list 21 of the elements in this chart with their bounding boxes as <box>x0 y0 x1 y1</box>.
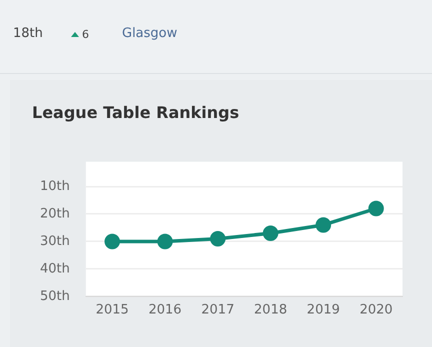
point <box>157 234 173 250</box>
chart-title: League Table Rankings <box>32 103 240 122</box>
point <box>368 200 384 216</box>
x-tick-label: 2018 <box>254 302 288 318</box>
text: 6 <box>82 28 89 41</box>
text: Glasgow <box>122 26 178 41</box>
y-tick-label: 50th <box>40 288 70 304</box>
point <box>262 225 278 241</box>
x-tick-label: 2019 <box>306 302 340 318</box>
point <box>210 230 226 246</box>
y-tick-label: 40th <box>40 261 70 276</box>
y-tick-label: 30th <box>40 234 70 249</box>
x-tick-label: 2017 <box>201 302 234 318</box>
text: 18th <box>13 26 43 41</box>
x-tick-label: 2015 <box>96 302 129 318</box>
y-tick-label: 10th <box>40 178 70 194</box>
x-tick-label: 2016 <box>148 302 182 318</box>
x-tick-label: 2020 <box>360 302 393 318</box>
y-tick-label: 20th <box>40 206 70 222</box>
point <box>316 217 332 233</box>
point <box>104 234 120 250</box>
